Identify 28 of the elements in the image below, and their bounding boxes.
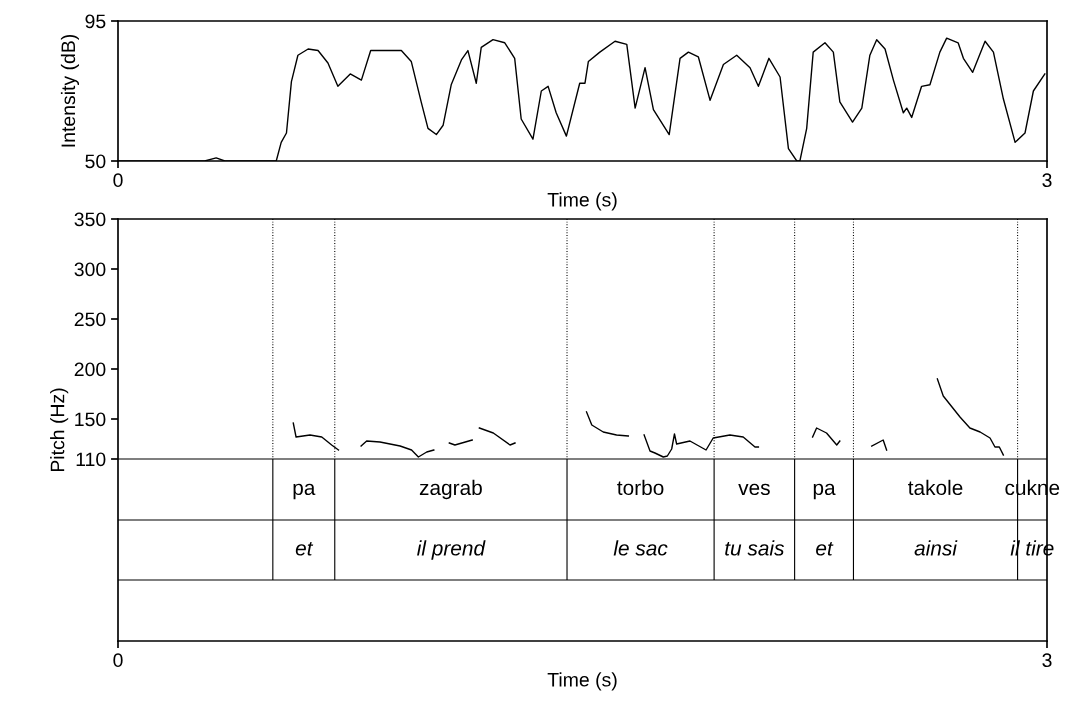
x-tick-label: 0 — [113, 173, 123, 188]
annotation: torbo — [617, 479, 664, 496]
y-tick-label: 110 — [76, 452, 106, 467]
y-tick-label: 50 — [85, 154, 106, 169]
annotation: et — [295, 541, 314, 556]
y-axis-title: Intensity (dB) — [60, 34, 80, 147]
y-tick-label: 250 — [74, 312, 106, 327]
annotation: takole — [908, 479, 963, 496]
y-axis-title: Pitch (Hz) — [50, 388, 69, 472]
annotation: le sac — [613, 540, 668, 556]
y-tick-label: 300 — [74, 262, 106, 277]
x-tick-label: 3 — [1042, 173, 1052, 188]
x-axis-title: Time (s) — [547, 672, 617, 691]
annotation: il prend — [417, 540, 486, 560]
y-tick-label: 150 — [75, 412, 106, 427]
annotation: pa — [813, 483, 836, 500]
annotation: ves — [738, 483, 770, 496]
x-tick-label: 0 — [113, 653, 123, 668]
x-axis-title: Time (s) — [547, 192, 617, 211]
y-tick-label: 200 — [74, 362, 106, 377]
annotation: pa — [293, 483, 316, 500]
annotation: zagrab — [419, 479, 482, 500]
y-tick-label: 350 — [74, 212, 106, 227]
annotation: ainsi — [914, 540, 958, 556]
x-tick-label: 3 — [1042, 653, 1052, 668]
y-tick-label: 95 — [85, 14, 106, 29]
annotation: tu sais — [725, 540, 785, 556]
annotation: et — [816, 541, 834, 556]
